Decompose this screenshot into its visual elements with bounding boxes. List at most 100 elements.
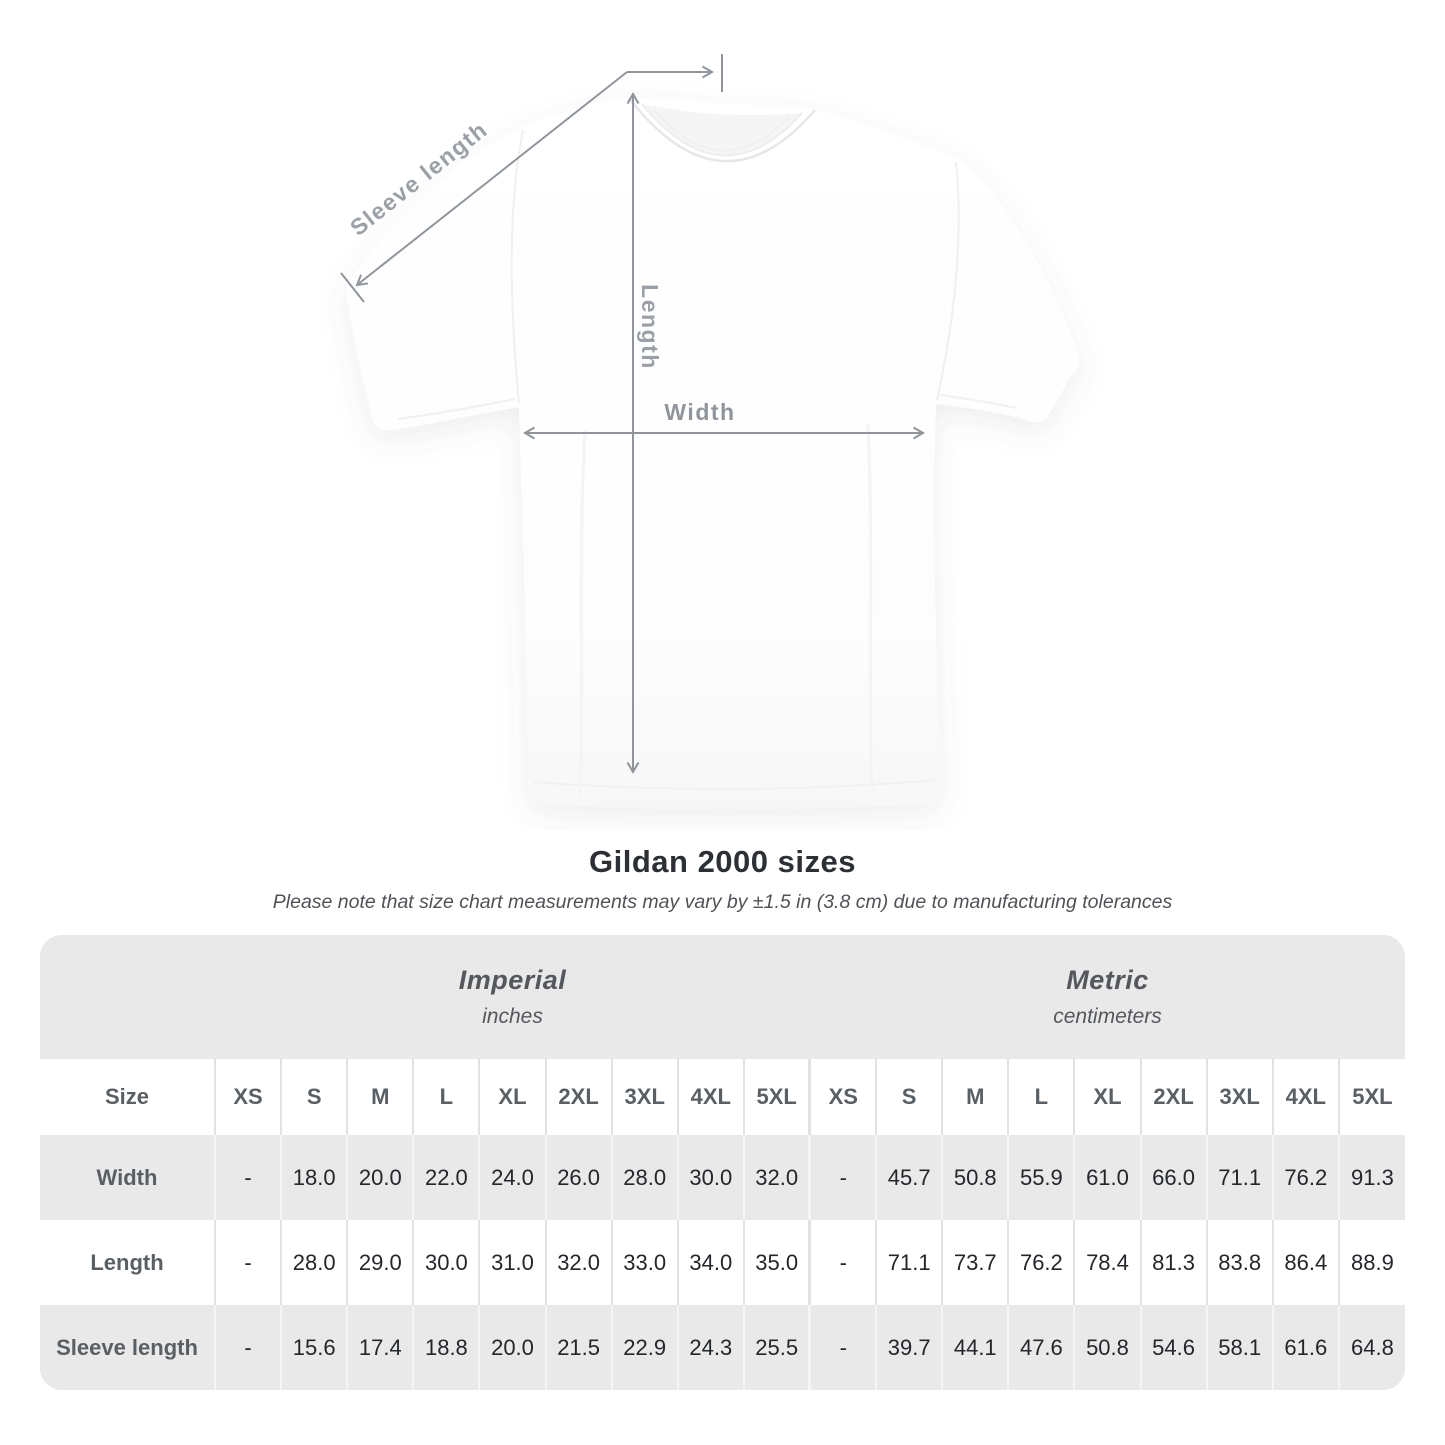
size-header: 5XL: [742, 1059, 810, 1135]
size-header: 3XL: [610, 1059, 678, 1135]
left-cuff-stitch: [397, 398, 516, 420]
value-cell: -: [213, 1135, 282, 1220]
value-cell: 83.8: [1205, 1220, 1273, 1305]
value-cell: -: [808, 1220, 877, 1305]
width-label: Width: [664, 399, 735, 425]
value-cell: -: [213, 1220, 282, 1305]
units-header-row: Imperial inches Metric centimeters: [40, 935, 1405, 1059]
size-header: S: [280, 1059, 348, 1135]
value-cell: 54.6: [1139, 1305, 1207, 1390]
size-header: XL: [1073, 1059, 1141, 1135]
sleeve-length-arrow: [340, 54, 723, 303]
value-cell: 32.0: [742, 1135, 810, 1220]
size-header: 2XL: [544, 1059, 612, 1135]
value-cell: 78.4: [1073, 1220, 1141, 1305]
value-cell: 30.0: [676, 1135, 744, 1220]
table-row-width: Width - 18.0 20.0 22.0 24.0 26.0 28.0 30…: [40, 1135, 1405, 1220]
collar-opening: [642, 104, 802, 155]
size-header: 4XL: [676, 1059, 744, 1135]
tshirt-measurement-diagram: Sleeve length Length Width: [340, 54, 1080, 810]
units-header-spacer: [40, 935, 215, 1059]
value-cell: 35.0: [742, 1220, 810, 1305]
fold-line: [866, 424, 874, 793]
sizes-header-row: Size XS S M L XL 2XL 3XL 4XL 5XL XS S M …: [40, 1059, 1405, 1135]
value-cell: 61.0: [1073, 1135, 1141, 1220]
value-cell: 29.0: [346, 1220, 414, 1305]
hem-stitch: [532, 779, 938, 791]
row-label: Width: [96, 1164, 158, 1190]
value-cell: 73.7: [941, 1220, 1009, 1305]
left-armhole-seam: [510, 129, 524, 404]
value-cell: 21.5: [544, 1305, 612, 1390]
value-cell: 50.8: [941, 1135, 1009, 1220]
value-cell: 91.3: [1337, 1135, 1405, 1220]
value-cell: 20.0: [478, 1305, 546, 1390]
size-header: L: [412, 1059, 480, 1135]
value-cell: 81.3: [1139, 1220, 1207, 1305]
size-header: M: [941, 1059, 1009, 1135]
imperial-header: Imperial inches: [215, 935, 810, 1059]
right-cuff-stitch: [939, 394, 1017, 409]
value-cell: 18.0: [280, 1135, 348, 1220]
value-cell: 76.2: [1271, 1135, 1339, 1220]
value-cell: 66.0: [1139, 1135, 1207, 1220]
size-column-header: Size: [104, 1084, 150, 1109]
value-cell: 34.0: [676, 1220, 744, 1305]
size-header: XS: [808, 1059, 877, 1135]
collar-inner-line: [641, 103, 803, 157]
table-row-sleeve-length: Sleeve length - 15.6 17.4 18.8 20.0 21.5…: [40, 1305, 1405, 1390]
value-cell: 24.3: [676, 1305, 744, 1390]
imperial-label: Imperial: [458, 965, 567, 995]
metric-sublabel: centimeters: [1053, 1005, 1162, 1028]
size-header: 3XL: [1205, 1059, 1273, 1135]
value-cell: 26.0: [544, 1135, 612, 1220]
metric-label: Metric: [1066, 965, 1149, 995]
value-cell: 30.0: [412, 1220, 480, 1305]
collar-rib-line: [653, 109, 791, 152]
tshirt-graphic: [346, 97, 1080, 810]
size-header: S: [875, 1059, 943, 1135]
value-cell: 86.4: [1271, 1220, 1339, 1305]
collar-outer-line: [628, 97, 816, 163]
value-cell: 61.6: [1271, 1305, 1339, 1390]
value-cell: 20.0: [346, 1135, 414, 1220]
value-cell: 55.9: [1007, 1135, 1075, 1220]
value-cell: 18.8: [412, 1305, 480, 1390]
value-cell: 32.0: [544, 1220, 612, 1305]
length-label: Length: [637, 284, 663, 370]
fold-line: [578, 429, 587, 796]
value-cell: 24.0: [478, 1135, 546, 1220]
value-cell: 76.2: [1007, 1220, 1075, 1305]
tshirt-diagram-svg: Sleeve length Length Width: [340, 54, 1080, 810]
value-cell: 88.9: [1337, 1220, 1405, 1305]
value-cell: 45.7: [875, 1135, 943, 1220]
value-cell: 25.5: [742, 1305, 810, 1390]
value-cell: 50.8: [1073, 1305, 1141, 1390]
right-armhole-seam: [936, 161, 960, 401]
value-cell: 39.7: [875, 1305, 943, 1390]
value-cell: 28.0: [280, 1220, 348, 1305]
value-cell: -: [213, 1305, 282, 1390]
table-row-length: Length - 28.0 29.0 30.0 31.0 32.0 33.0 3…: [40, 1220, 1405, 1305]
value-cell: 17.4: [346, 1305, 414, 1390]
size-header: 2XL: [1139, 1059, 1207, 1135]
value-cell: 71.1: [1205, 1135, 1273, 1220]
size-header: XS: [213, 1059, 282, 1135]
size-header: 5XL: [1337, 1059, 1405, 1135]
page-title: Gildan 2000 sizes: [589, 844, 856, 879]
size-header: M: [346, 1059, 414, 1135]
row-label: Length: [90, 1249, 164, 1275]
size-header: L: [1007, 1059, 1075, 1135]
value-cell: 58.1: [1205, 1305, 1273, 1390]
value-cell: 44.1: [941, 1305, 1009, 1390]
metric-header: Metric centimeters: [810, 935, 1405, 1059]
value-cell: -: [808, 1135, 877, 1220]
value-cell: -: [808, 1305, 877, 1390]
size-header: 4XL: [1271, 1059, 1339, 1135]
value-cell: 71.1: [875, 1220, 943, 1305]
value-cell: 33.0: [610, 1220, 678, 1305]
imperial-sublabel: inches: [482, 1005, 543, 1028]
size-chart-card: Imperial inches Metric centimeters Size …: [40, 935, 1405, 1390]
value-cell: 22.0: [412, 1135, 480, 1220]
